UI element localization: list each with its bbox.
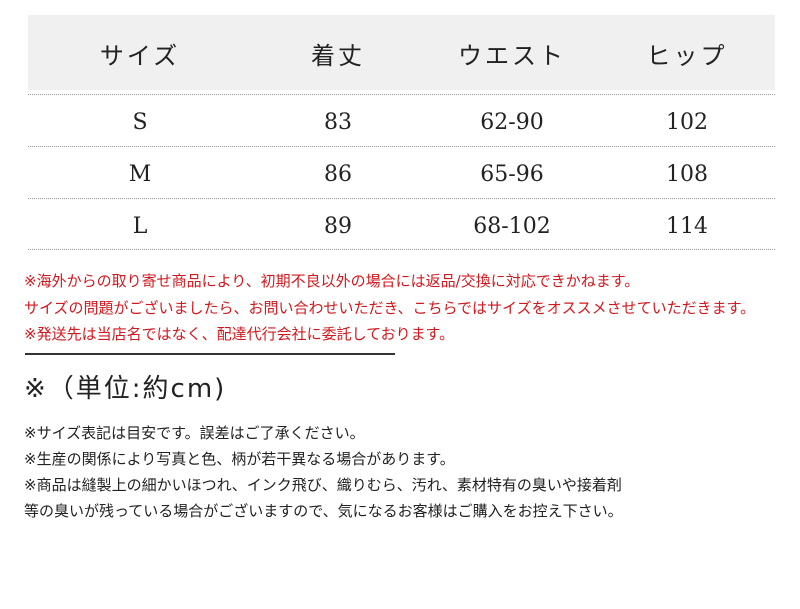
divider	[28, 94, 775, 95]
unit-label: ※（単位:約cm)	[24, 374, 227, 404]
header-length: 着丈	[311, 41, 365, 70]
cell-size: M	[128, 161, 152, 187]
cell-hip: 102	[666, 109, 708, 135]
cell-waist: 62-90	[480, 109, 544, 135]
cell-length: 89	[324, 213, 352, 239]
section-rule	[25, 353, 395, 355]
warning-line: ※発送先は当店名ではなく、配達代行会社に委託しております。	[24, 325, 455, 343]
table-row: L 89 68-102 114	[28, 200, 775, 252]
cell-size: S	[132, 109, 148, 135]
cell-hip: 114	[666, 213, 708, 239]
header-waist: ウエスト	[458, 41, 566, 70]
cell-hip: 108	[666, 161, 708, 187]
header-size: サイズ	[99, 41, 181, 70]
divider	[28, 198, 775, 199]
note-line: ※生産の関係により写真と色、柄が若干異なる場合があります。	[24, 450, 455, 468]
table-row: S 83 62-90 102	[28, 96, 775, 148]
cell-waist: 65-96	[480, 161, 544, 187]
table-header-row: サイズ 着丈 ウエスト ヒップ	[28, 27, 775, 79]
table-header-background	[28, 15, 775, 90]
note-line: ※商品は縫製上の細かいほつれ、インク飛び、織りむら、汚れ、素材特有の臭いや接着剤	[24, 476, 622, 494]
note-line: 等の臭いが残っている場合がございますので、気になるお客様はご購入をお控え下さい。	[24, 502, 623, 520]
warning-line: ※海外からの取り寄せ商品により、初期不良以外の場合には返品/交換に対応できかねま…	[24, 272, 640, 290]
divider	[28, 146, 775, 147]
cell-length: 86	[324, 161, 352, 187]
cell-size: L	[132, 213, 148, 239]
warning-line: サイズの問題がございましたら、お問い合わせいただき、こちらではサイズをオススメさ…	[24, 299, 756, 317]
header-hip: ヒップ	[646, 41, 728, 70]
cell-length: 83	[324, 109, 352, 135]
cell-waist: 68-102	[473, 213, 551, 239]
table-row: M 86 65-96 108	[28, 148, 775, 200]
divider	[28, 249, 775, 250]
note-line: ※サイズ表記は目安です。誤差はご了承ください。	[24, 424, 365, 442]
